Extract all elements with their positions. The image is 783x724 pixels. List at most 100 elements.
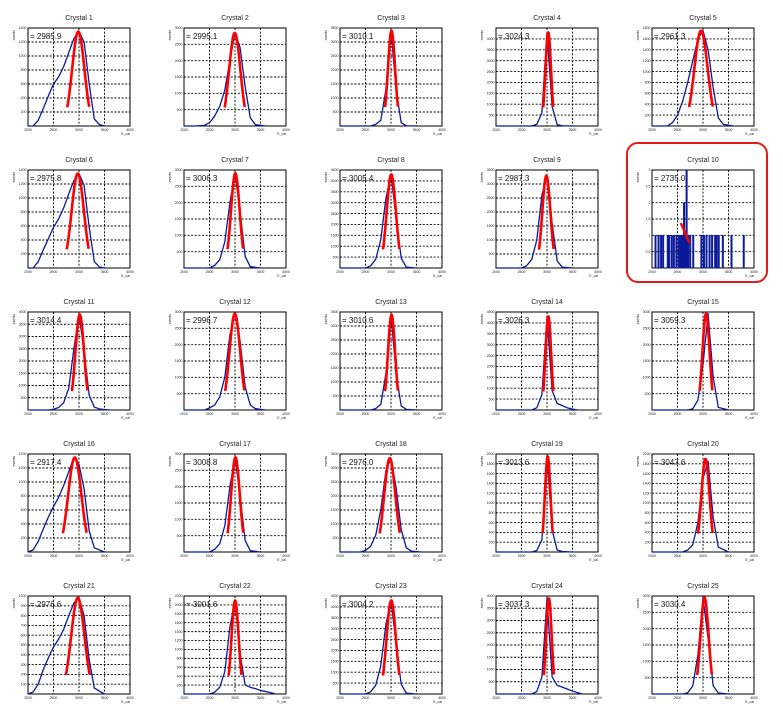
y-tick-label: 3500 bbox=[487, 168, 495, 172]
y-axis-label: events bbox=[168, 598, 172, 609]
x-tick-label: 4000 bbox=[282, 128, 290, 132]
y-tick-label: 2000 bbox=[331, 494, 339, 498]
x-tick-label: 3500 bbox=[413, 270, 421, 274]
fit-mean-label: = 2996.7 bbox=[186, 316, 218, 325]
crystal-panel: Crystal 21 100 200 300 400 500 600 700 800 900 100… bbox=[6, 580, 162, 724]
y-tick-label: 800 bbox=[489, 511, 495, 515]
histogram-bin bbox=[675, 235, 678, 269]
crystal-panel: Crystal 20 200 400 600 800 1000 1200 1400 1600 18… bbox=[630, 438, 783, 582]
x-tick-label: 2500 bbox=[50, 554, 58, 558]
y-tick-label: 500 bbox=[177, 108, 183, 112]
histogram-bin bbox=[705, 235, 708, 269]
x-tick-label: 3000 bbox=[231, 554, 239, 558]
histogram-plot: Crystal 3 500 1000 1500 2000 2500 3000 3500 2000… bbox=[324, 15, 446, 136]
x-tick-label: 3000 bbox=[387, 270, 395, 274]
gridlines bbox=[340, 27, 442, 126]
x-tick-label: 2500 bbox=[206, 128, 214, 132]
x-tick-label: 4000 bbox=[282, 554, 290, 558]
x-tick-label: 4000 bbox=[594, 554, 602, 558]
panel-title: Crystal 21 bbox=[63, 583, 95, 590]
y-tick-label: 3000 bbox=[175, 26, 183, 30]
x-tick-label: 2500 bbox=[518, 270, 526, 274]
y-tick-label: 3000 bbox=[175, 168, 183, 172]
y-tick-label: 1500 bbox=[643, 643, 651, 647]
plot-frame bbox=[495, 311, 599, 411]
crystal-panel: Crystal 13 500 1000 1500 2000 2500 3000 3500 200… bbox=[318, 296, 474, 440]
histogram-plot: Crystal 2 500 1000 1500 2000 2500 3000 2000 2500… bbox=[168, 15, 290, 136]
histogram-bin bbox=[657, 235, 660, 269]
x-tick-label: 4000 bbox=[126, 554, 134, 558]
y-tick-label: 400 bbox=[21, 653, 27, 657]
y-axis-label: events bbox=[12, 598, 16, 609]
y-tick-label: 1000 bbox=[487, 102, 495, 106]
y-tick-label: 200 bbox=[645, 113, 651, 117]
y-tick-label: 2000 bbox=[487, 452, 495, 456]
fit-mean-label: = 2987.3 bbox=[498, 174, 530, 183]
x-tick-label: 3500 bbox=[569, 412, 577, 416]
y-tick-label: 800 bbox=[21, 210, 27, 214]
y-tick-label: 400 bbox=[177, 674, 183, 678]
data-histogram-line bbox=[28, 313, 110, 411]
histogram-plot: Crystal 22 200 400 600 800 1000 1200 1400 1600 18… bbox=[168, 583, 290, 704]
histogram-plot: Crystal 10 0.5 1 1.5 2 2.5 3 2000 2500 3000 3500 40… bbox=[636, 157, 758, 278]
y-tick-label: 1500 bbox=[175, 217, 183, 221]
y-tick-label: 1200 bbox=[487, 491, 495, 495]
y-tick-label: 2500 bbox=[487, 196, 495, 200]
x-tick-label: 4000 bbox=[594, 270, 602, 274]
y-tick-label: 500 bbox=[177, 250, 183, 254]
x-tick-label: 3000 bbox=[75, 412, 83, 416]
y-tick-label: 600 bbox=[21, 508, 27, 512]
y-tick-label: 0.5 bbox=[646, 250, 651, 254]
histogram-plot: Crystal 1 200 400 600 800 1000 1200 1400 2000 250… bbox=[12, 15, 134, 136]
crystal-panel: Crystal 10 0.5 1 1.5 2 2.5 3 2000 2500 3000 3500 40… bbox=[630, 154, 783, 298]
y-tick-label: 1500 bbox=[19, 371, 27, 375]
y-tick-label: 1000 bbox=[487, 238, 495, 242]
histogram-bin bbox=[660, 235, 663, 269]
plot-frame bbox=[495, 453, 599, 553]
y-tick-label: 2500 bbox=[19, 347, 27, 351]
x-tick-label: 3500 bbox=[257, 128, 265, 132]
x-tick-label: 2000 bbox=[336, 696, 344, 700]
x-axis-label: E_cal bbox=[121, 558, 130, 562]
panel-title: Crystal 22 bbox=[219, 583, 251, 590]
panel-title: Crystal 15 bbox=[687, 299, 719, 306]
y-tick-label: 3000 bbox=[487, 343, 495, 347]
x-axis-label: E_cal bbox=[433, 274, 442, 278]
y-tick-label: 2500 bbox=[331, 480, 339, 484]
y-axis-label: events bbox=[480, 598, 484, 609]
x-tick-label: 2000 bbox=[648, 412, 656, 416]
x-axis-label: E_cal bbox=[433, 416, 442, 420]
y-tick-label: 1500 bbox=[487, 376, 495, 380]
y-axis-label: events bbox=[480, 314, 484, 325]
panel-title: Crystal 6 bbox=[65, 157, 93, 164]
x-tick-label: 4000 bbox=[438, 554, 446, 558]
x-tick-label: 4000 bbox=[594, 128, 602, 132]
y-tick-label: 600 bbox=[645, 521, 651, 525]
y-tick-label: 800 bbox=[645, 511, 651, 515]
histogram-plot: Crystal 13 500 1000 1500 2000 2500 3000 3500 200… bbox=[324, 299, 446, 420]
y-tick-label: 600 bbox=[489, 521, 495, 525]
x-tick-label: 4000 bbox=[438, 412, 446, 416]
y-tick-label: 3500 bbox=[331, 616, 339, 620]
fit-mean-label: = 2976.0 bbox=[342, 458, 374, 467]
histogram-plot: Crystal 25 500 1000 1500 2000 2500 3000 2000 250… bbox=[636, 583, 758, 704]
data-histogram-line bbox=[28, 30, 105, 127]
y-tick-label: 1200 bbox=[175, 639, 183, 643]
x-tick-label: 4000 bbox=[594, 412, 602, 416]
y-tick-label: 600 bbox=[21, 82, 27, 86]
histogram-plot: Crystal 18 500 1000 1500 2000 2500 3000 3500 200… bbox=[324, 441, 446, 562]
histogram-bin bbox=[721, 235, 724, 269]
fit-mean-label: = 3059.3 bbox=[654, 316, 686, 325]
y-tick-label: 1000 bbox=[19, 384, 27, 388]
data-histogram-line bbox=[496, 597, 583, 695]
x-tick-label: 3000 bbox=[387, 128, 395, 132]
data-histogram-line bbox=[184, 456, 261, 553]
y-tick-label: 500 bbox=[333, 681, 339, 685]
x-axis-label: E_cal bbox=[745, 132, 754, 136]
data-histogram-line bbox=[340, 173, 417, 269]
y-tick-label: 300 bbox=[21, 663, 27, 667]
y-tick-label: 2000 bbox=[643, 452, 651, 456]
crystal-panel: Crystal 11 500 1000 1500 2000 2500 3000 3500 400… bbox=[6, 296, 162, 440]
y-tick-label: 600 bbox=[177, 665, 183, 669]
plot-frame bbox=[27, 453, 131, 553]
